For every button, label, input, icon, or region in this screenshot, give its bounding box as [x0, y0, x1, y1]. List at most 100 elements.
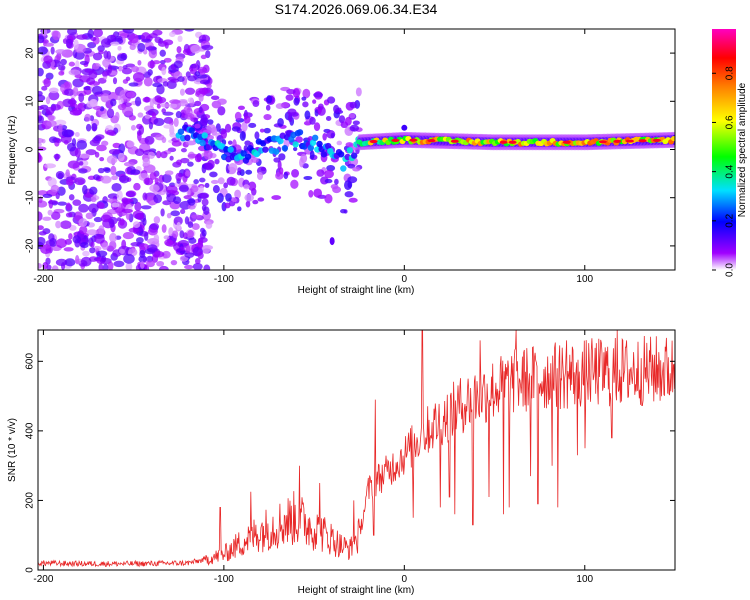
spectrogram-blob [111, 202, 120, 208]
spectrogram-blob [54, 119, 67, 126]
spectrogram-blob [199, 118, 209, 126]
spectrogram-blob [205, 221, 213, 229]
spectrogram-blob [329, 237, 335, 246]
spectrogram-blob [51, 211, 61, 220]
spectrogram-blob [128, 227, 140, 233]
spectrogram-blob [46, 120, 57, 127]
spectrogram-blob [146, 260, 155, 268]
spectrogram-blob [248, 122, 257, 128]
spectrogram-blob [198, 192, 210, 199]
spectrogram-blob [179, 88, 185, 96]
spectrogram-blob [293, 97, 300, 106]
spectrogram-blob [185, 71, 191, 78]
spectrogram-blob [334, 178, 339, 185]
spectrogram-blob [131, 65, 139, 73]
spectrogram-blob [137, 60, 142, 66]
spectrogram-blob [160, 103, 171, 108]
spectrogram-blob [149, 222, 160, 230]
spectrogram-blob [176, 159, 183, 166]
spectrogram-blob [200, 54, 207, 60]
spectrogram-blob [212, 185, 220, 194]
spectrogram-blob [347, 163, 356, 169]
spectrogram-blob [92, 52, 103, 61]
spectrogram-blob [123, 253, 135, 264]
spectrogram-blob [85, 149, 97, 156]
spectrogram-blob [98, 225, 105, 236]
spectrogram-blob [170, 260, 178, 266]
spectrogram-blob [38, 152, 42, 163]
spectrogram-blob [187, 198, 196, 206]
spectrogram-blob [169, 131, 176, 138]
spectrogram-blob [313, 122, 321, 132]
spectrogram-blob [299, 157, 304, 168]
spectrogram-blob [119, 175, 130, 184]
spectrogram-blob [96, 250, 108, 257]
spectrogram-blob [263, 127, 271, 134]
spectrogram-blob [142, 158, 151, 167]
spectrogram-blob [164, 170, 174, 176]
spectrogram-xtick-label: -200 [33, 274, 53, 285]
spectrogram-blob [63, 247, 74, 252]
spectrogram-blob [89, 247, 96, 254]
spectrogram-blob [330, 184, 339, 190]
spectrogram-blob [101, 140, 109, 147]
spectrogram-blob [94, 234, 105, 244]
snr-ytick-label: 600 [25, 353, 36, 370]
spectrogram-ridge [337, 151, 345, 158]
spectrogram-blob [303, 175, 313, 180]
spectrogram-blob [239, 130, 246, 141]
spectrogram-blob [76, 139, 88, 150]
spectrogram-blob [160, 208, 165, 217]
spectrogram-blob [252, 199, 259, 205]
spectrogram-blob [144, 135, 155, 145]
spectrogram-blob [182, 48, 193, 56]
spectrogram-blob [38, 110, 42, 117]
spectrogram-blob [198, 66, 207, 76]
spectrogram-blob [47, 177, 57, 187]
spectrogram-blob [78, 153, 91, 159]
spectrogram-peak [508, 140, 517, 144]
colorbar-tick-label: 0.8 [725, 66, 736, 80]
spectrogram-blob [38, 225, 44, 231]
spectrogram-ridge [350, 152, 358, 159]
spectrogram-blob [325, 116, 332, 122]
spectrogram-blob [178, 100, 189, 107]
spectrogram-blob [123, 161, 135, 167]
spectrogram-blob [160, 151, 168, 159]
spectrogram-blob [324, 194, 333, 204]
spectrogram-blob [149, 172, 157, 180]
spectrogram-peak [562, 140, 571, 144]
spectrogram-blob [145, 46, 157, 51]
spectrogram-peak [625, 139, 634, 143]
spectrogram-blob [96, 202, 105, 209]
spectrogram-blob [73, 211, 83, 221]
spectrogram-blob [184, 264, 194, 270]
spectrogram-blob [42, 193, 53, 199]
spectrogram-ridge [340, 165, 347, 172]
spectrogram-peak [499, 140, 508, 144]
spectrogram-blob [83, 86, 92, 91]
spectrogram-blob [78, 168, 88, 174]
spectrogram-blob [109, 232, 117, 243]
spectrogram-blob [99, 157, 105, 162]
spectrogram-blob [125, 76, 131, 82]
spectrogram-blob [183, 105, 191, 115]
spectrogram-blob [214, 158, 220, 165]
spectrogram-blob [190, 63, 197, 69]
spectrogram-blob [182, 232, 188, 240]
snr-panel: -200 -100 0 100 0 200 400 600 Height of straig… [7, 329, 676, 596]
spectrogram-blob [38, 35, 45, 44]
spectrogram-blob [54, 153, 60, 162]
spectrogram-blob [203, 264, 211, 270]
snr-ytick-label: 400 [25, 422, 36, 439]
spectrogram-blob [237, 206, 242, 212]
spectrogram-peak [613, 139, 622, 144]
spectrogram-blob [163, 235, 170, 240]
spectrogram-blob [135, 237, 144, 244]
spectrogram-blob [344, 116, 352, 126]
spectrogram-ridge [201, 132, 208, 139]
spectrogram-blob [169, 31, 176, 38]
spectrogram-blob [281, 102, 290, 108]
snr-xtick-label: 0 [402, 574, 408, 585]
